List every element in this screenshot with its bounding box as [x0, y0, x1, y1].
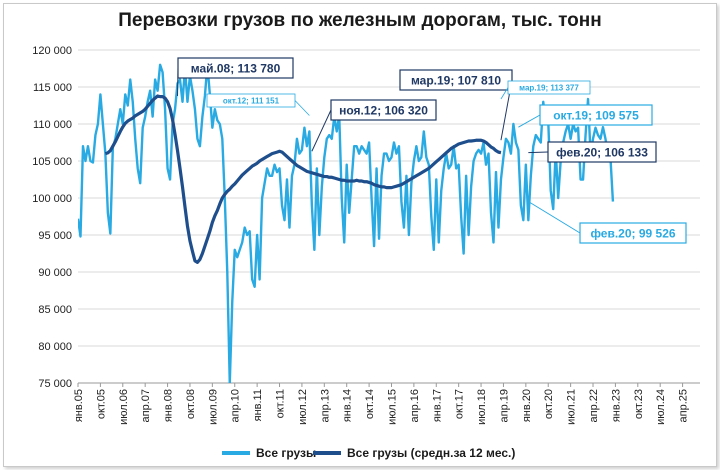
- x-tick-label: окт.20: [543, 389, 555, 419]
- x-tick-label: июл.21: [566, 389, 578, 425]
- annotation-label: фев.20; 106 133: [556, 145, 648, 159]
- annotation-box: [547, 141, 657, 163]
- annotation-box: [206, 93, 296, 108]
- annotation-box: [507, 80, 591, 95]
- x-tick-label: окт.14: [364, 389, 376, 419]
- x-tick-label: янв.20: [521, 389, 533, 422]
- annotation-box: [177, 57, 294, 79]
- x-tick-label: апр.19: [498, 389, 510, 422]
- y-tick-label: 75 000: [38, 378, 72, 390]
- y-tick-label: 90 000: [38, 267, 72, 279]
- x-tick-label: янв.23: [610, 389, 622, 422]
- annotation-box: [539, 104, 653, 126]
- x-tick-label: апр.10: [230, 389, 242, 422]
- annotation-box: [399, 69, 513, 91]
- annotation-label: окт.12; 111 151: [223, 96, 280, 105]
- y-tick-label: 80 000: [38, 341, 72, 353]
- x-tick-label: апр.07: [140, 389, 152, 422]
- annotation-leader: [500, 87, 509, 100]
- legend-label-all-cargo: Все грузы: [256, 446, 316, 460]
- y-tick-label: 95 000: [38, 230, 72, 242]
- annotation-label: фев.20; 99 526: [590, 226, 675, 240]
- x-tick-label: окт.23: [633, 389, 645, 419]
- annotation-leader: [528, 151, 549, 154]
- chart-title: Перевозки грузов по железным дорогам, ты…: [118, 10, 602, 31]
- x-tick-label: окт.17: [454, 389, 466, 419]
- series-line-12m-average: [104, 94, 502, 264]
- series-line-all-cargo: [78, 63, 615, 383]
- annotation-label: окт.19; 109 575: [553, 108, 639, 122]
- annotation-label: мар.19; 107 810: [411, 73, 501, 87]
- x-tick-label: апр.22: [588, 389, 600, 422]
- x-tick-label: июл.24: [655, 389, 667, 425]
- annotation-box: [579, 222, 687, 244]
- annotation-box: [330, 99, 437, 121]
- y-tick-label: 115 000: [33, 82, 72, 94]
- x-tick-label: окт.08: [185, 389, 197, 419]
- annotation-leader: [311, 109, 332, 152]
- annotation-leader: [294, 100, 310, 116]
- x-tick-label: янв.11: [252, 389, 264, 421]
- y-tick-label: 110 000: [33, 119, 72, 131]
- x-tick-label: окт.11: [275, 389, 287, 418]
- x-tick-label: янв.08: [163, 389, 175, 422]
- annotation-label: ноя.12; 106 320: [339, 103, 428, 117]
- x-tick-label: янв.05: [73, 389, 85, 422]
- x-tick-label: июл.06: [118, 389, 130, 425]
- annotation-leader: [518, 114, 541, 128]
- annotation-label: мар.19; 113 377: [519, 83, 579, 92]
- annotation-leader: [528, 201, 581, 234]
- y-tick-label: 105 000: [32, 156, 72, 168]
- x-tick-label: окт.05: [95, 389, 107, 419]
- x-tick-label: апр.16: [409, 389, 421, 422]
- x-tick-label: июл.12: [297, 389, 309, 425]
- y-tick-label: 100 000: [32, 193, 72, 205]
- x-tick-label: янв.14: [342, 389, 354, 422]
- y-tick-label: 85 000: [38, 304, 72, 316]
- x-tick-label: янв.17: [431, 389, 443, 422]
- x-tick-label: апр.25: [678, 389, 690, 422]
- x-tick-label: июл.09: [207, 389, 219, 425]
- annotation-label: май.08; 113 780: [191, 61, 281, 75]
- x-tick-label: июл.18: [476, 389, 488, 425]
- x-tick-label: июл.15: [386, 389, 398, 425]
- y-tick-label: 120 000: [32, 45, 72, 57]
- x-tick-label: апр.13: [319, 389, 331, 422]
- legend-label-12m-average: Все грузы (средн.за 12 мес.): [347, 446, 515, 460]
